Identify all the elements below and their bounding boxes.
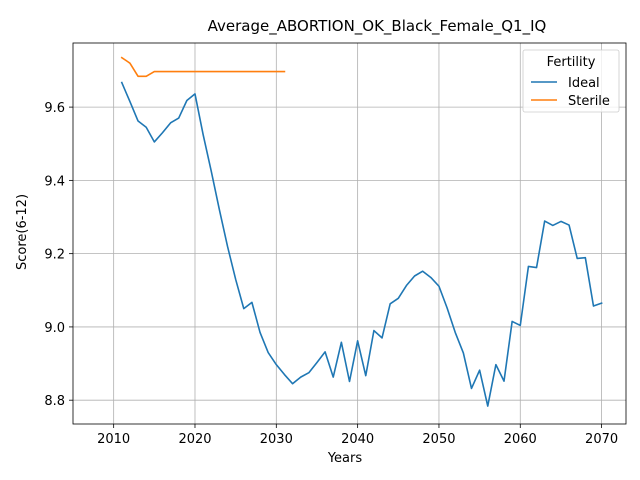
x-tick-label: 2020 — [178, 432, 211, 447]
y-tick-label: 9.2 — [44, 248, 65, 263]
y-tick-label: 9.6 — [44, 101, 65, 116]
legend-box — [522, 49, 620, 113]
x-axis: 2010 2020 2030 2040 2050 2060 2070 — [97, 424, 618, 447]
y-axis: 8.8 9.0 9.2 9.4 9.6 — [44, 101, 73, 409]
legend: Fertility Ideal Sterile — [522, 49, 620, 113]
series-line-ideal — [120, 81, 603, 407]
x-tick-label: 2070 — [585, 432, 618, 447]
y-tick-label: 8.8 — [44, 394, 65, 409]
series-lines — [120, 56, 603, 407]
x-tick-label: 2040 — [341, 432, 374, 447]
x-tick-label: 2060 — [504, 432, 537, 447]
grid-lines — [73, 43, 626, 424]
y-axis-label: Score(6-12) — [15, 194, 30, 270]
legend-label-sterile: Sterile — [568, 94, 610, 109]
x-tick-label: 2030 — [260, 432, 293, 447]
plot-frame — [72, 42, 627, 425]
y-tick-label: 9.0 — [44, 321, 65, 336]
chart-title: Average_ABORTION_OK_Black_Female_Q1_IQ — [208, 17, 547, 36]
legend-title: Fertility — [547, 55, 596, 70]
x-tick-label: 2010 — [97, 432, 130, 447]
series-line-sterile — [120, 56, 286, 78]
x-tick-label: 2050 — [422, 432, 455, 447]
x-axis-label: Years — [327, 451, 363, 466]
legend-label-ideal: Ideal — [568, 76, 600, 91]
y-tick-label: 9.4 — [44, 174, 65, 189]
